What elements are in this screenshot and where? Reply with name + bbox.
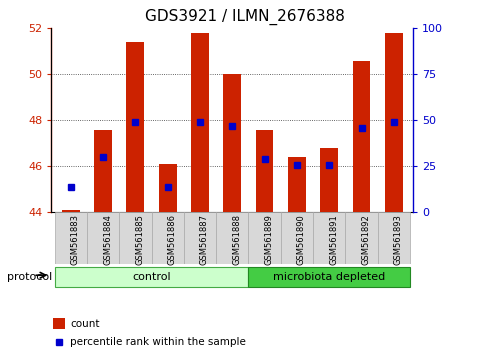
Text: GSM561886: GSM561886 [167,214,176,265]
Text: GSM561889: GSM561889 [264,214,273,265]
Bar [55,212,87,264]
Text: GSM561883: GSM561883 [71,214,80,265]
Bar [61,210,80,212]
Text: microbiota depleted: microbiota depleted [272,272,385,282]
Bar [119,212,151,264]
Text: percentile rank within the sample: percentile rank within the sample [70,337,246,347]
Text: GSM561892: GSM561892 [361,214,370,265]
Bar [352,61,369,212]
Bar [159,164,176,212]
Text: GSM561888: GSM561888 [232,214,241,265]
Text: control: control [132,272,170,282]
Bar [55,267,248,287]
Bar [151,212,183,264]
Bar [384,33,402,212]
Bar [280,212,312,264]
Bar [320,148,337,212]
Text: GDS3921 / ILMN_2676388: GDS3921 / ILMN_2676388 [144,9,344,25]
Text: protocol: protocol [7,272,53,282]
Bar [223,74,241,212]
Bar [53,318,65,329]
Bar [345,212,377,264]
Bar [87,212,119,264]
Bar [312,212,345,264]
Bar [191,33,208,212]
Text: count: count [70,319,100,329]
Bar [255,130,273,212]
Bar [287,157,305,212]
Bar [94,130,112,212]
Bar [248,212,280,264]
Text: GSM561890: GSM561890 [296,214,305,265]
Text: GSM561891: GSM561891 [328,214,338,265]
Text: GSM561887: GSM561887 [200,214,208,265]
Text: GSM561884: GSM561884 [103,214,112,265]
Text: GSM561885: GSM561885 [135,214,144,265]
Bar [183,212,216,264]
Bar [377,212,409,264]
Text: GSM561893: GSM561893 [393,214,402,265]
Bar [216,212,248,264]
Bar [248,267,409,287]
Bar [126,42,144,212]
